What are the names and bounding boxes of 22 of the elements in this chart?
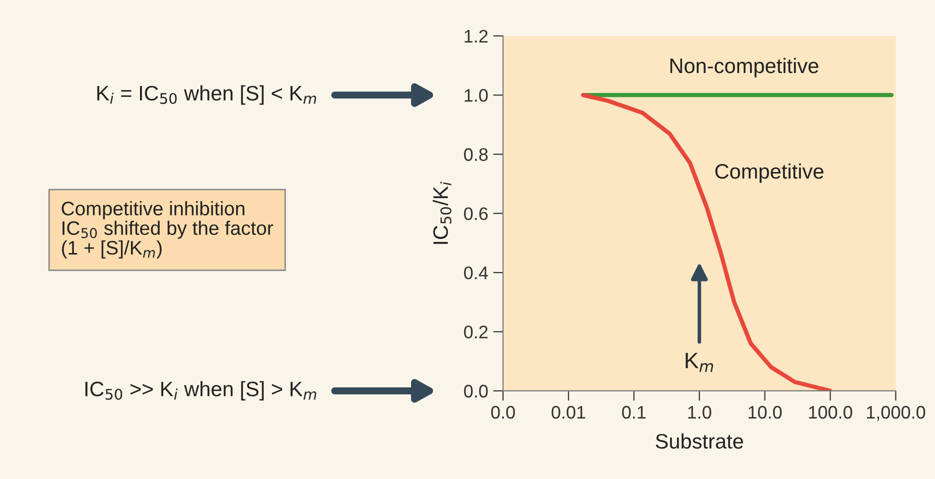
y-axis-title: IC$_{50}$/K$_{i}$ — [432, 182, 452, 244]
y-tick-label: 0.2 — [464, 326, 488, 338]
x-tick-label: 100.0 — [809, 406, 852, 419]
annotation: K$_{m}$ — [686, 352, 714, 372]
x-tick-label: 0.1 — [622, 406, 646, 419]
x-tick-label: 10.0 — [748, 406, 782, 419]
x-axis-title: Substrate — [656, 433, 744, 449]
series-label: Non-competitive — [670, 58, 818, 78]
series-label: Competitive — [715, 163, 824, 183]
x-tick-label: 1,000.0 — [866, 406, 926, 421]
x-tick-label: 0.0 — [491, 406, 515, 419]
text: IC$_{50}$ >> K$_{i}$ when [S] > K$_{m}$ — [85, 381, 316, 400]
y-tick-label: 0.4 — [464, 266, 488, 280]
y-tick-label: 0.6 — [464, 207, 488, 220]
y-tick-label: 1.2 — [464, 30, 488, 42]
y-tick-label: 1.0 — [464, 89, 488, 102]
text: K$_{i}$ = IC$_{50}$ when [S] < K$_{m}$ — [97, 85, 316, 105]
y-tick-label: 0.8 — [464, 148, 488, 161]
y-tick-label: 0.0 — [464, 384, 488, 398]
x-tick-label: 0.01 — [552, 406, 586, 419]
text: Competitive inhibition IC$_{50}$ shifted by the factor (1 + [S]/K$_{m}$) — [62, 201, 274, 259]
x-tick-label: 1.0 — [688, 406, 712, 419]
